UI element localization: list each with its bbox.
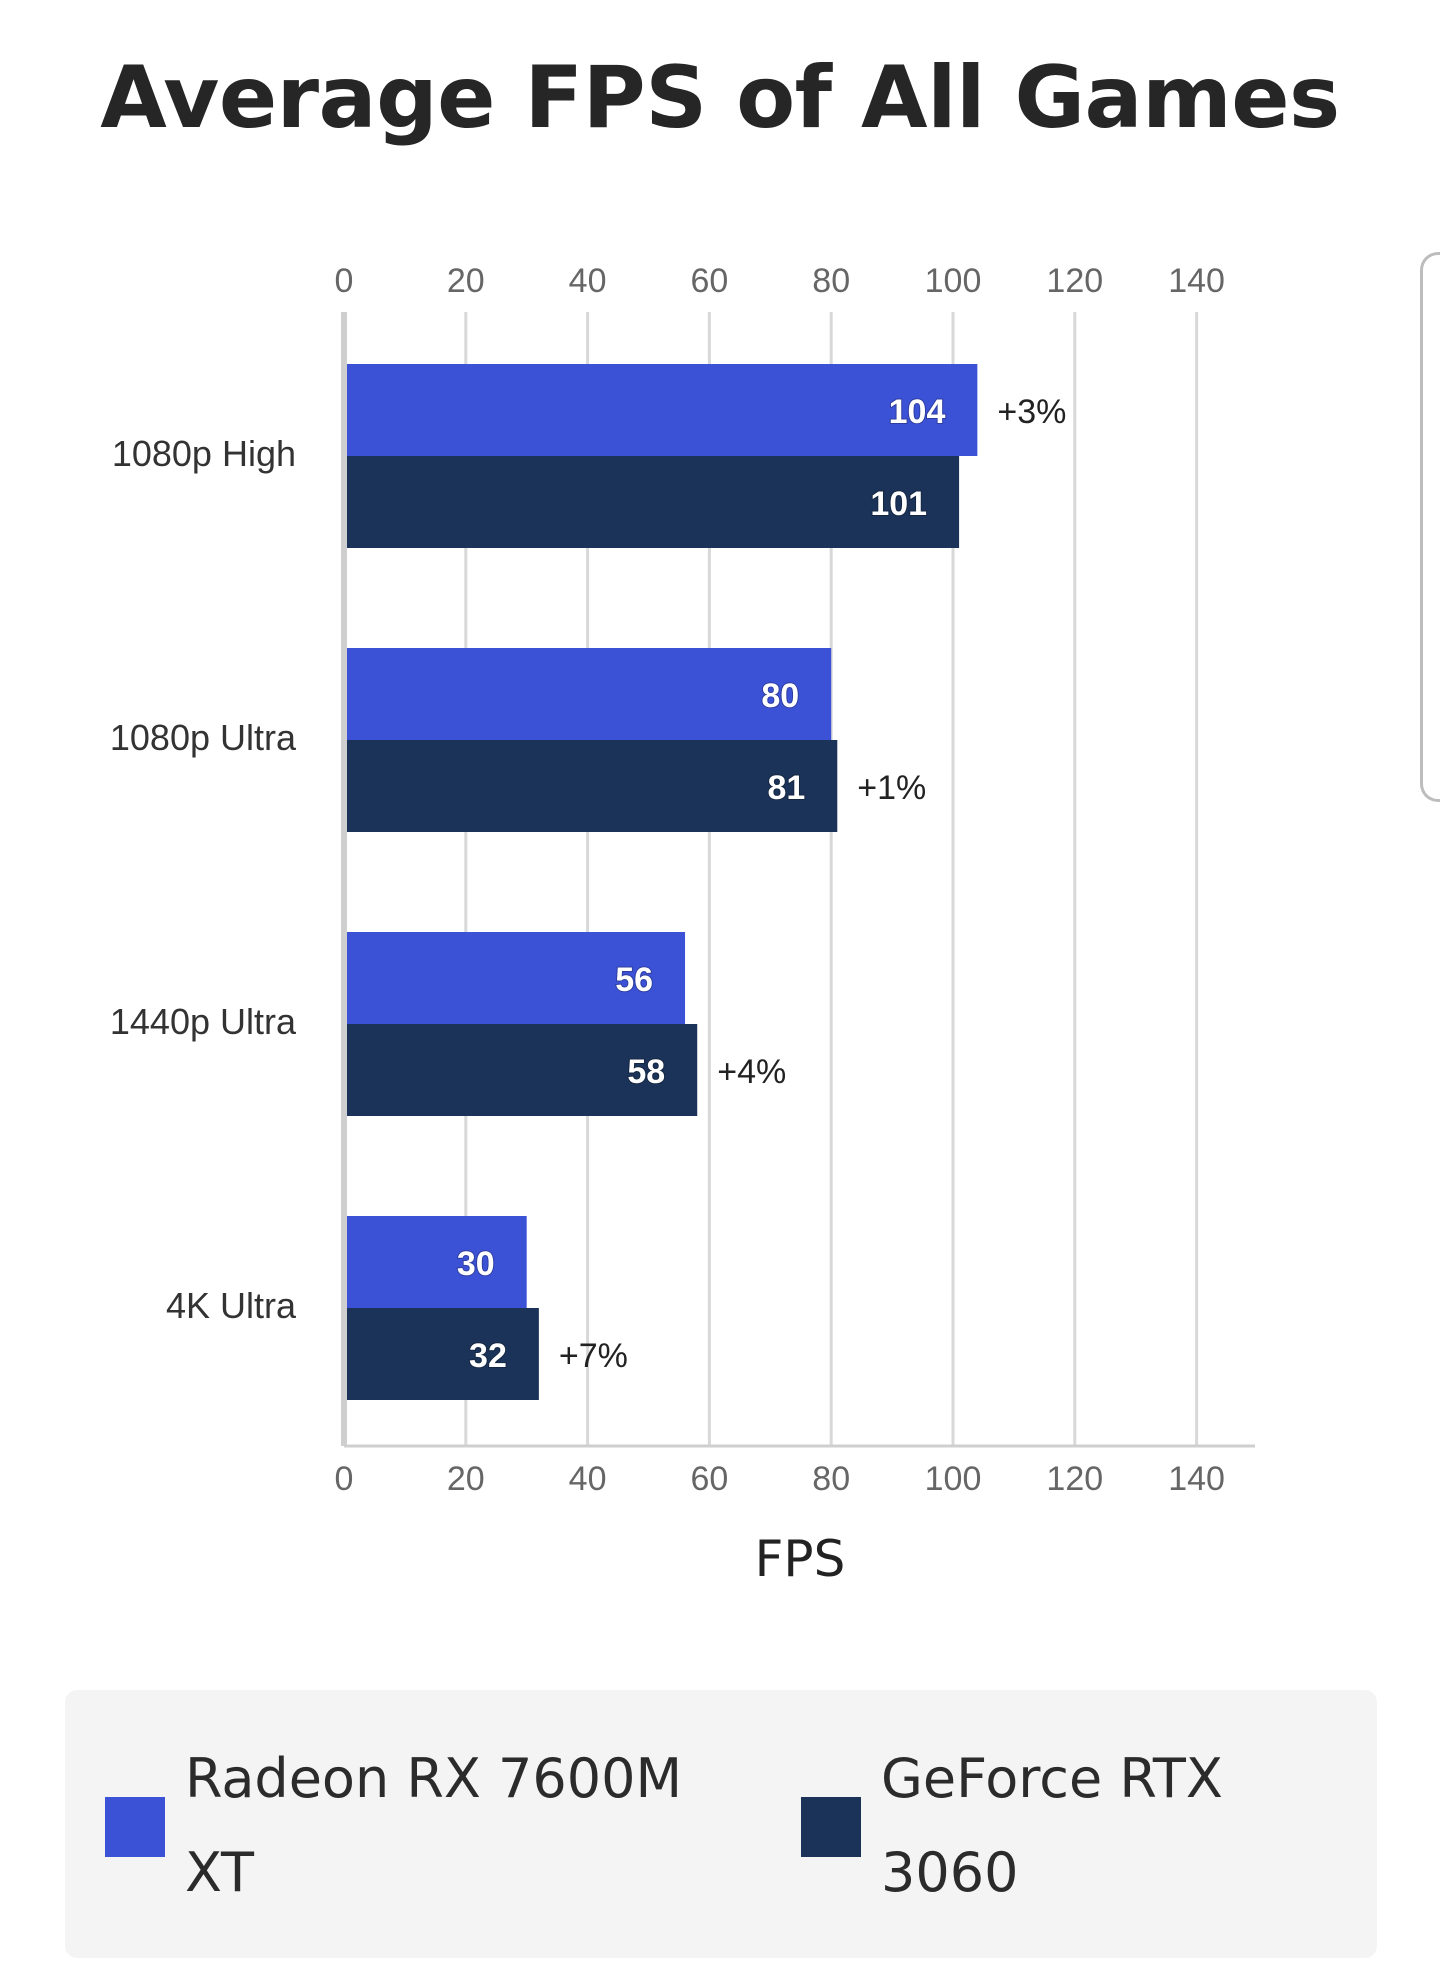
x-tick-label-top-100: 100 bbox=[925, 262, 982, 300]
percent-diff-label: +3% bbox=[997, 393, 1066, 431]
percent-diff-label: +7% bbox=[559, 1337, 628, 1375]
legend-item-radeon[interactable]: Radeon RX 7600M XT bbox=[105, 1690, 725, 1958]
axes bbox=[341, 312, 1255, 1448]
x-tick-label-top-60: 60 bbox=[690, 262, 728, 300]
bar-value-label: 101 bbox=[870, 485, 927, 523]
x-tick-label-bottom-80: 80 bbox=[812, 1460, 850, 1498]
legend-item-geforce[interactable]: GeForce RTX 3060 bbox=[801, 1690, 1361, 1958]
bar-value-label: 56 bbox=[615, 961, 653, 999]
x-tick-label-top-140: 140 bbox=[1168, 262, 1225, 300]
bar-value-label: 58 bbox=[627, 1053, 665, 1091]
bar-geforce bbox=[344, 1024, 698, 1116]
x-axis-title: FPS bbox=[755, 1530, 846, 1588]
bar-radeon bbox=[344, 1216, 527, 1308]
legend-swatch-radeon bbox=[105, 1797, 165, 1857]
x-tick-label-bottom-60: 60 bbox=[690, 1460, 728, 1498]
category-label: 1080p High bbox=[112, 433, 296, 474]
x-tick-label-bottom-140: 140 bbox=[1168, 1460, 1225, 1498]
bar-geforce bbox=[344, 456, 960, 548]
bar-value-label: 32 bbox=[469, 1337, 507, 1375]
bar-radeon bbox=[344, 364, 978, 456]
bar-radeon bbox=[344, 932, 686, 1024]
percent-diff-label: +1% bbox=[857, 769, 926, 807]
bar-value-label: 104 bbox=[889, 393, 946, 431]
bar-value-label: 80 bbox=[761, 677, 799, 715]
labels: 0 0 20 20 40 40 60 60 80 80 100 100 120 120 140 140 1080… bbox=[110, 262, 1225, 1588]
legend-label-radeon: Radeon RX 7600M XT bbox=[185, 1747, 683, 1904]
category-label: 1440p Ultra bbox=[110, 1001, 297, 1042]
bar-geforce bbox=[344, 740, 838, 832]
x-tick-label-bottom-20: 20 bbox=[447, 1460, 485, 1498]
bar-radeon bbox=[344, 648, 832, 740]
x-tick-label-bottom-40: 40 bbox=[569, 1460, 607, 1498]
side-scroll-handle[interactable] bbox=[1420, 252, 1440, 802]
x-tick-label-top-20: 20 bbox=[447, 262, 485, 300]
legend-label-geforce: GeForce RTX 3060 bbox=[881, 1747, 1223, 1904]
x-tick-label-top-120: 120 bbox=[1046, 262, 1103, 300]
x-tick-label-top-80: 80 bbox=[812, 262, 850, 300]
legend: Radeon RX 7600M XT GeForce RTX 3060 bbox=[65, 1690, 1377, 1958]
chart-title: Average FPS of All Games bbox=[100, 48, 1340, 148]
x-tick-label-bottom-120: 120 bbox=[1046, 1460, 1103, 1498]
percent-diff-label: +4% bbox=[717, 1053, 786, 1091]
bar-chart: 0 0 20 20 40 40 60 60 80 80 100 100 120 120 140 140 1080… bbox=[110, 262, 1255, 1588]
x-tick-label-bottom-0: 0 bbox=[335, 1460, 354, 1498]
bars bbox=[344, 364, 978, 1400]
category-label: 4K Ultra bbox=[166, 1285, 297, 1326]
legend-swatch-geforce bbox=[801, 1797, 861, 1857]
x-tick-label-bottom-100: 100 bbox=[925, 1460, 982, 1498]
bar-geforce bbox=[344, 1308, 539, 1400]
bar-value-label: 30 bbox=[457, 1245, 495, 1283]
category-label: 1080p Ultra bbox=[110, 717, 297, 758]
x-tick-label-top-40: 40 bbox=[569, 262, 607, 300]
bar-value-label: 81 bbox=[767, 769, 805, 807]
x-tick-label-top-0: 0 bbox=[335, 262, 354, 300]
